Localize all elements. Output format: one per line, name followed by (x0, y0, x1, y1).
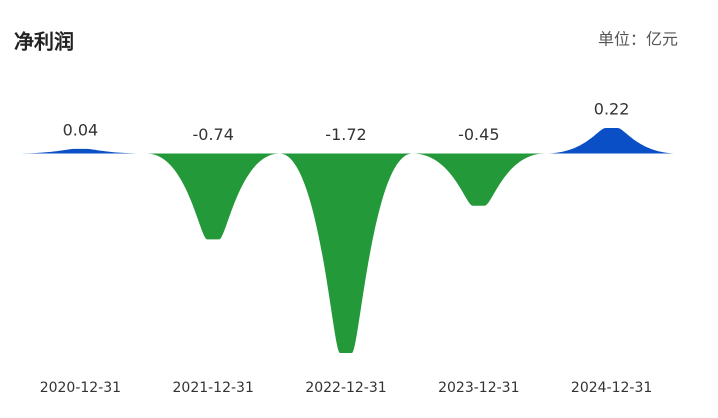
value-label: 0.22 (594, 100, 630, 119)
x-tick-label: 2020-12-31 (40, 380, 121, 396)
value-label: -0.74 (192, 125, 233, 144)
x-tick-label: 2022-12-31 (305, 380, 386, 396)
unit-label: 单位：亿元 (598, 30, 678, 49)
value-label: -0.45 (458, 125, 499, 144)
spike-bar (412, 153, 546, 206)
spike-bar (279, 153, 413, 353)
x-tick-label: 2024-12-31 (571, 380, 652, 396)
spike-bar (146, 153, 280, 240)
value-label: 0.04 (63, 120, 99, 139)
spike-bar (545, 128, 678, 154)
value-label: -1.72 (325, 125, 366, 144)
chart-title: 净利润 (14, 30, 74, 54)
x-tick-label: 2023-12-31 (438, 380, 519, 396)
spike-bar (14, 148, 147, 154)
x-tick-label: 2021-12-31 (173, 380, 254, 396)
